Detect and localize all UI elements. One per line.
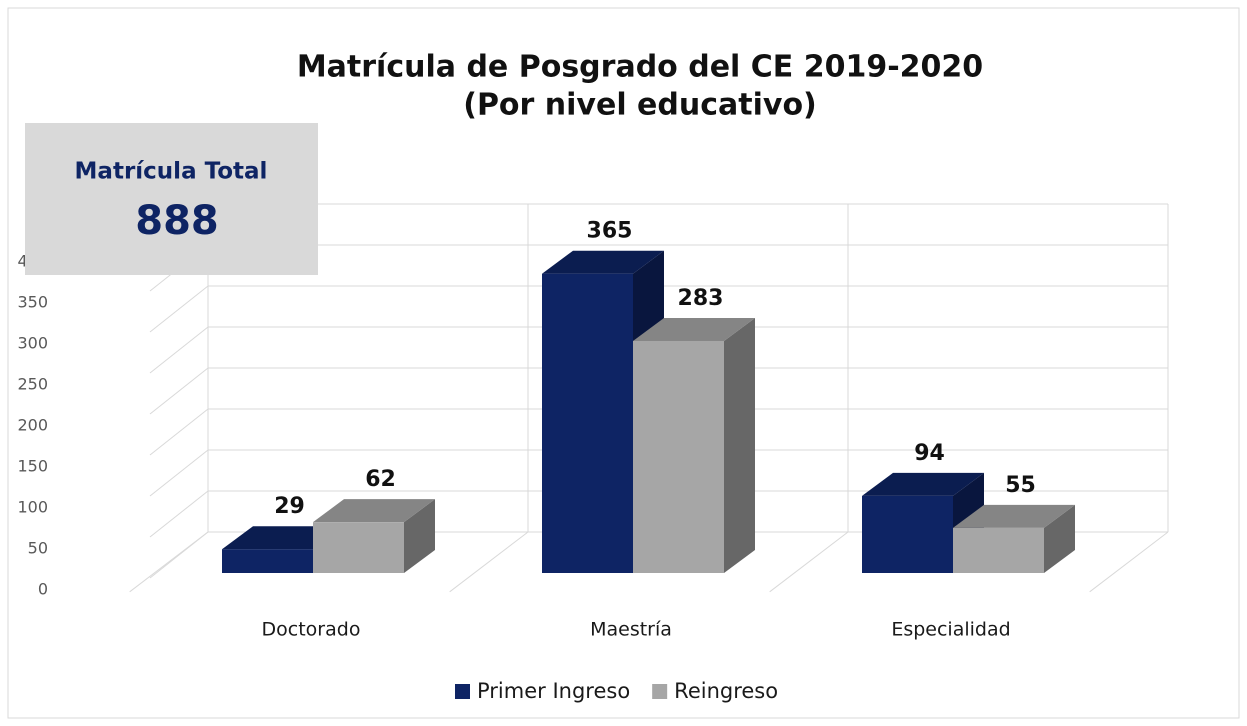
bar-side [404,499,435,573]
annotation-box: Matrícula Total 888 [25,123,318,275]
bar-top [313,499,435,523]
bar-top [542,250,664,274]
legend-swatch [455,684,470,699]
bar-side [1044,504,1075,573]
x-tick-label: Doctorado [262,619,361,641]
data-label: 283 [678,286,724,311]
y-tick-label: 150 [17,457,48,476]
floor-line [129,531,209,593]
legend-label: Reingreso [674,679,778,703]
grid-line-side [149,285,209,333]
bar [313,499,435,573]
floor-line [769,531,849,593]
bar-side [724,317,755,573]
y-tick-label: 300 [17,334,48,353]
grid-line-side [149,490,209,538]
x-tick-label: Maestría [590,619,672,641]
data-label: 29 [274,494,305,519]
grid-line-side [149,326,209,374]
annotation-label: Matrícula Total [75,159,268,185]
bar-front [862,495,953,573]
y-tick-label: 350 [17,293,48,312]
grid-line-side [149,408,209,456]
y-tick-label: 50 [28,539,48,558]
chart-title: Matrícula de Posgrado del CE 2019-2020 [297,50,983,85]
data-label: 94 [914,441,945,466]
legend-swatch [652,684,668,699]
y-tick-label: 200 [17,416,48,435]
grid-line-side [149,449,209,497]
data-label: 55 [1005,473,1036,498]
y-tick-label: 100 [17,498,48,517]
floor-line [1089,531,1169,593]
bar-front [953,527,1044,573]
y-tick-label: 0 [38,580,48,599]
plot-area: 050100150200250300350400Doctorado2962Mae… [17,203,1169,703]
chart-subtitle: (Por nivel educativo) [463,88,817,123]
data-label: 365 [587,219,633,244]
annotation-value: 888 [135,198,219,244]
floor-line [449,531,529,593]
bar-front [542,273,633,573]
data-label: 62 [365,467,396,492]
y-tick-label: 250 [17,375,48,394]
bar [862,472,984,573]
bar-front [313,522,404,573]
bar-top [633,317,755,341]
legend-label: Primer Ingreso [477,679,630,703]
annotation-bg [25,123,318,275]
bar-top [862,472,984,496]
bar [633,317,755,573]
bar-front [222,549,313,573]
bar-front [633,340,724,573]
x-tick-label: Especialidad [891,619,1010,641]
bar-top [953,504,1075,528]
grid-line-side [149,367,209,415]
bar [953,504,1075,573]
